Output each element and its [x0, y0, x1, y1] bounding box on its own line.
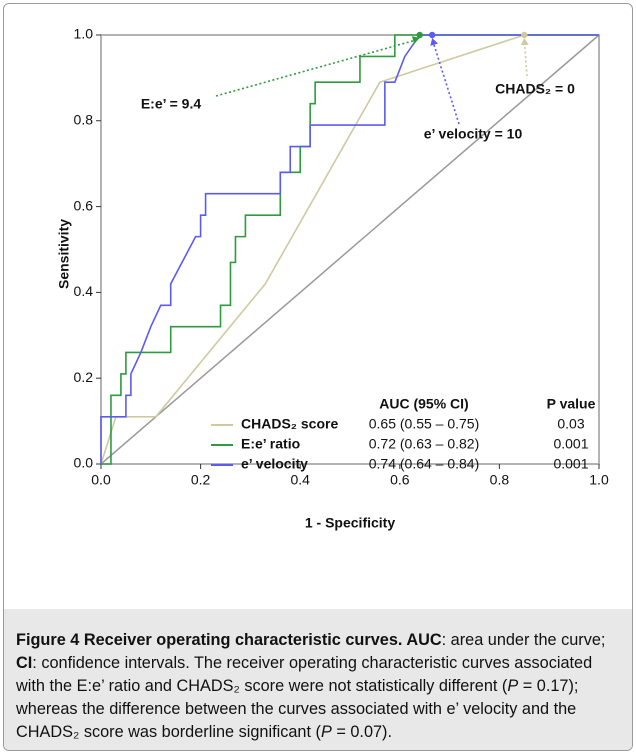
- roc-curve: [100, 34, 599, 464]
- caption-text: : area under the curve;: [441, 631, 610, 649]
- x-axis-label: 1 - Specificity: [305, 515, 395, 531]
- arrow-head: [520, 37, 529, 46]
- legend-auc: 0.72 (0.63 – 0.82): [369, 436, 480, 452]
- x-tick-label: 0.4: [290, 472, 310, 488]
- caption-text: = 0.17); whereas the difference between …: [16, 677, 583, 741]
- caption-text: Figure 4 Receiver operating characterist…: [16, 631, 403, 649]
- chart: Sensitivity 1 - Specificity 0.0 0.2 0.4 0.6…: [56, 26, 609, 531]
- y-tick-label: 0.6: [74, 197, 94, 213]
- legend-p-value: 0.001: [553, 456, 588, 472]
- annotation-label: E:e’ = 9.4: [141, 96, 202, 112]
- x-tick-label: 0.2: [191, 472, 211, 488]
- x-tick-label: 0.6: [390, 472, 410, 488]
- legend-label: E:e’ ratio: [241, 436, 300, 452]
- annotation-label: e’ velocity = 10: [424, 126, 523, 142]
- annotation-label: CHADS₂ = 0: [495, 81, 575, 97]
- legend-p-value: 0.001: [553, 436, 588, 452]
- caption-text: : confidence intervals. The receiver ope…: [16, 654, 597, 695]
- legend-p-value: 0.03: [557, 416, 584, 432]
- annotation-point: [521, 31, 528, 39]
- annotation-point: [416, 31, 423, 39]
- x-tick-label: 0.8: [490, 472, 510, 488]
- legend-auc: 0.65 (0.55 – 0.75): [369, 416, 480, 432]
- y-tick-label: 0.2: [74, 369, 94, 385]
- y-tick-label: 0.4: [74, 283, 94, 299]
- legend-header: P value: [547, 396, 596, 412]
- y-tick-label: 0.0: [74, 455, 94, 471]
- x-tick-label: 1.0: [589, 472, 609, 488]
- arrow-head: [430, 38, 439, 46]
- roc-curve: [101, 34, 599, 465]
- caption-text: = 0.07).: [331, 723, 393, 741]
- legend-label: CHADS₂ score: [241, 416, 338, 432]
- reference-line: [100, 34, 600, 465]
- y-tick-label: 1.0: [74, 26, 94, 42]
- legend-auc: 0.74 (0.64 – 0.84): [369, 456, 480, 472]
- caption: Figure 4 Receiver operating characterist…: [4, 609, 632, 750]
- annotation-arrow: [215, 38, 420, 97]
- annotation-point: [428, 31, 436, 39]
- y-tick-label: 0.8: [74, 112, 94, 128]
- caption-text: CI: [16, 654, 33, 672]
- legend-header: AUC (95% CI): [379, 396, 468, 412]
- plot-frame: [100, 34, 600, 465]
- legend-label: e’ velocity: [241, 456, 308, 472]
- y-axis-label: Sensitivity: [56, 219, 72, 289]
- caption-text: P: [507, 677, 519, 695]
- annotation-arrow: [431, 38, 460, 125]
- caption-text: AUC: [402, 631, 442, 649]
- figure: Sensitivity 1 - Specificity 0.0 0.2 0.4 0.6…: [3, 3, 633, 751]
- annotation-arrow: [523, 38, 528, 77]
- x-tick-label: 0.0: [91, 472, 111, 488]
- caption-text: P: [320, 723, 332, 741]
- arrow-head: [411, 36, 420, 44]
